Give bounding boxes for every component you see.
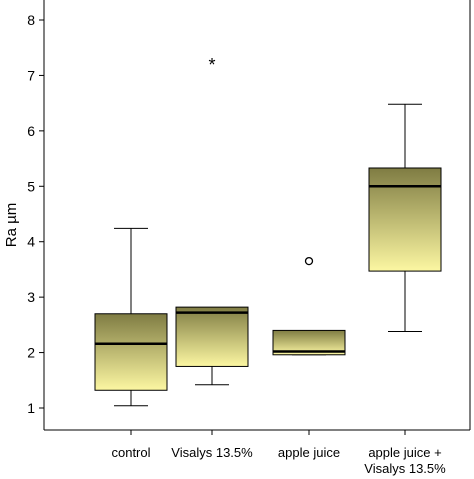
box-iqr — [94, 313, 168, 391]
x-category-label: control — [111, 445, 150, 460]
y-tick-label: 1 — [27, 400, 35, 416]
y-tick-label: 2 — [27, 345, 35, 361]
y-tick-label: 4 — [27, 234, 35, 250]
y-tick-label: 8 — [27, 12, 35, 28]
outlier-circle — [304, 256, 314, 266]
box-group: apple juice — [272, 256, 346, 460]
x-category-label: Visalys 13.5% — [171, 445, 253, 460]
x-category-label: apple juice + — [368, 445, 441, 460]
y-tick-label: 5 — [27, 178, 35, 194]
box-group: apple juice +Visalys 13.5% — [364, 103, 446, 476]
x-category-label: apple juice — [278, 445, 340, 460]
y-tick-label: 3 — [27, 289, 35, 305]
x-category-label: Visalys 13.5% — [364, 461, 446, 476]
box-iqr — [175, 306, 249, 367]
y-tick-label: 7 — [27, 67, 35, 83]
box-group: * Visalys 13.5% — [171, 55, 253, 460]
y-tick-label: 6 — [27, 123, 35, 139]
y-axis-title: Ra µm — [3, 203, 20, 247]
box-iqr — [368, 167, 442, 272]
box-group: control — [94, 227, 168, 460]
outlier-star: * — [208, 55, 215, 75]
